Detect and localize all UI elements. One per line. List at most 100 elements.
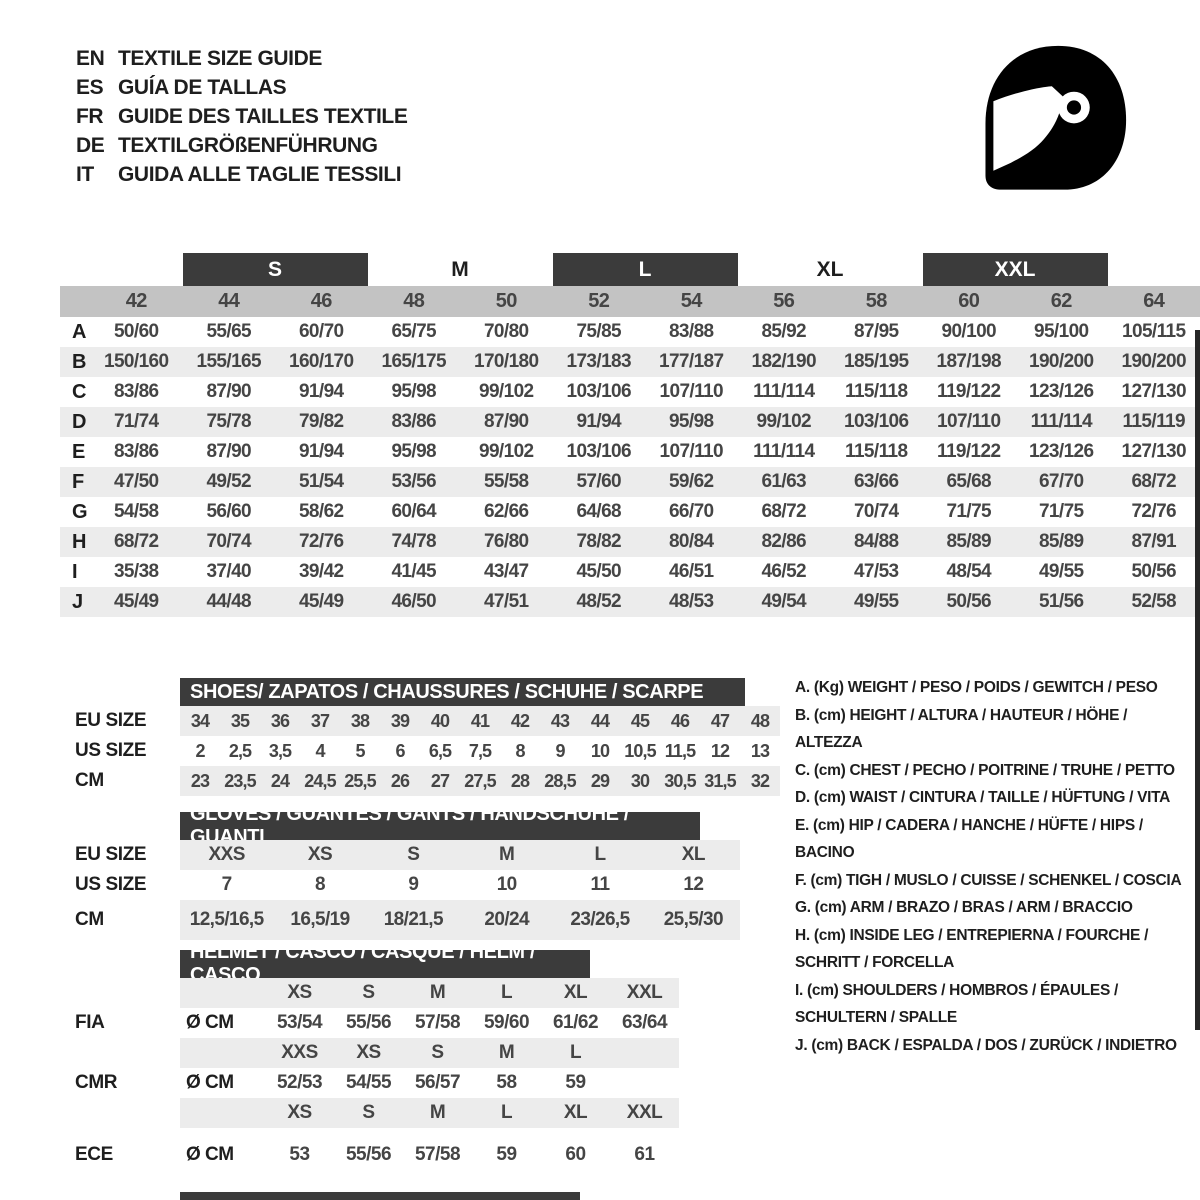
shoes-row-label: EU SIZE [75, 710, 147, 731]
range-cell: 83/86 [113, 381, 159, 402]
range-cell: 187/198 [936, 351, 1002, 372]
shoe-size-cell: 28,5 [544, 770, 576, 791]
helmet-size-cell: 61/62 [552, 1012, 599, 1033]
shoe-size-cell: 8 [515, 740, 525, 761]
helmet-size-header: S [362, 1102, 375, 1123]
gloves-row: XXS XS S M L XL [180, 840, 740, 870]
shoes-table-title-bar: SHOES/ ZAPATOS / CHAUSSURES / SCHUHE / S… [180, 678, 745, 706]
helmet-size-cell: 57/58 [414, 1144, 461, 1165]
row-letter: B [72, 350, 87, 373]
range-cell: 75/85 [576, 321, 622, 342]
range-cell: 160/170 [289, 351, 354, 372]
legend-item: A. (Kg) WEIGHT / PESO / POIDS / GEWITCH … [795, 679, 1158, 696]
helmet-size-header: M [498, 1042, 515, 1063]
range-cell: 95/98 [391, 381, 437, 402]
shoe-size-cell: 46 [670, 710, 690, 731]
helmet-size-cell: 56/57 [414, 1072, 461, 1093]
range-cell: 91/94 [576, 411, 622, 432]
range-cell: 70/80 [483, 321, 529, 342]
shoe-size-cell: 2 [195, 740, 205, 761]
legend-item: G. (cm) ARM / BRAZO / BRAS / ARM / BRACC… [795, 899, 1133, 916]
helmet-size-header: M [429, 1102, 446, 1123]
range-cell: 48/52 [576, 591, 622, 612]
range-cell: 115/119 [1122, 411, 1186, 432]
helmet-values-row: Ø CM 53 55/56 57/58 59 60 61 [180, 1140, 679, 1170]
range-cell: 53/56 [391, 471, 437, 492]
shoe-size-cell: 27 [430, 770, 450, 791]
shoe-size-cell: 28 [510, 770, 530, 791]
helmet-values-row: Ø CM 52/53 54/55 56/57 58 59 [180, 1068, 679, 1098]
legend-item: B. (cm) HEIGHT / ALTURA / HAUTEUR / HÖHE… [795, 706, 1128, 752]
range-cell: 64/68 [576, 501, 622, 522]
shoes-row: 2 2,5 3,5 4 5 6 6,5 7,5 8 9 10 10,5 11,5 12 13 [180, 736, 780, 766]
language-row: IT GUIDA ALLE TAGLIE TESSILI [76, 160, 407, 189]
range-cell: 111/114 [1030, 411, 1093, 432]
shoe-size-cell: 26 [390, 770, 410, 791]
glove-size-cell: 25,5/30 [663, 909, 724, 930]
range-cell: 43/47 [483, 561, 529, 582]
range-cell: 68/72 [1131, 471, 1177, 492]
range-cell: 90/100 [941, 321, 996, 342]
range-cell: 51/56 [1038, 591, 1084, 612]
range-cell: 91/94 [298, 381, 344, 402]
range-cell: 39/42 [298, 561, 344, 582]
helmet-sizes-row: XS S M L XL XXL [180, 1098, 679, 1128]
range-cell: 48/54 [946, 561, 992, 582]
range-cell: 103/106 [844, 411, 909, 432]
range-cell: 155/165 [196, 351, 262, 372]
language-title: GUIDE DES TAILLES TEXTILE [118, 104, 408, 128]
range-cell: 91/94 [298, 441, 344, 462]
range-cell: 182/190 [751, 351, 817, 372]
range-cell: 190/200 [1029, 351, 1094, 372]
size-group-header: L [552, 253, 738, 286]
language-title: TEXTILGRÖßENFÜHRUNG [118, 133, 378, 157]
helmet-size-header: S [362, 982, 375, 1003]
measurement-row: A 50/60 55/65 60/70 65/75 70/80 75/85 83/88 85/9… [60, 317, 1200, 347]
row-letter: A [72, 320, 87, 343]
helmet-size-cell: 52/53 [276, 1072, 323, 1093]
range-cell: 75/78 [206, 411, 252, 432]
glove-size-cell: 12,5/16,5 [189, 909, 264, 930]
range-cell: 115/118 [845, 381, 908, 402]
gloves-row-label: US SIZE [75, 874, 147, 895]
gloves-row-labels: EU SIZE US SIZE CM [75, 840, 147, 940]
range-cell: 107/110 [659, 441, 724, 462]
range-cell: 87/90 [483, 411, 529, 432]
range-cell: 56/60 [206, 501, 252, 522]
range-cell: 35/38 [113, 561, 159, 582]
range-cell: 127/130 [1121, 441, 1187, 462]
shoe-size-cell: 24 [270, 770, 290, 791]
range-cell: 127/130 [1121, 381, 1187, 402]
helmet-sizes-row: XS S M L XL XXL [180, 978, 679, 1008]
range-cell: 150/160 [104, 351, 169, 372]
size-group-header: XXL [922, 253, 1108, 286]
shoe-size-cell: 13 [750, 740, 770, 761]
helmet-size-cell: 55/56 [345, 1012, 392, 1033]
range-cell: 68/72 [761, 501, 807, 522]
measurement-row: H 68/72 70/74 72/76 74/78 76/80 78/82 80/84 82/8… [60, 527, 1200, 557]
range-cell: 50/56 [1131, 561, 1177, 582]
shoes-row: 34 35 36 37 38 39 40 41 42 43 44 45 46 47 48 [180, 706, 780, 736]
measurement-row: F 47/50 49/52 51/54 53/56 55/58 57/60 59/62 61/6… [60, 467, 1200, 497]
language-title: TEXTILE SIZE GUIDE [118, 46, 322, 70]
helmet-size-cell: 59 [565, 1072, 586, 1093]
row-letter: E [72, 440, 86, 463]
row-letter: F [72, 470, 85, 493]
glove-size-cell: 10 [496, 874, 518, 895]
numeric-size-header: 54 [680, 290, 703, 312]
diameter-unit: Ø CM [186, 1012, 234, 1033]
cropped-right-edge [1195, 330, 1200, 1030]
glove-size-cell: L [594, 844, 606, 865]
range-cell: 65/75 [391, 321, 437, 342]
range-cell: 50/60 [113, 321, 159, 342]
helmet-size-header: XL [563, 1102, 588, 1123]
shoe-size-cell: 6,5 [428, 740, 452, 761]
shoe-size-cell: 30 [630, 770, 650, 791]
range-cell: 49/55 [853, 591, 899, 612]
size-group-header: S [182, 253, 368, 286]
helmet-size-cell: 59 [496, 1144, 517, 1165]
shoe-size-cell: 24,5 [304, 770, 336, 791]
helmet-size-cell: 60 [565, 1144, 586, 1165]
range-cell: 107/110 [659, 381, 724, 402]
range-cell: 103/106 [566, 381, 632, 402]
